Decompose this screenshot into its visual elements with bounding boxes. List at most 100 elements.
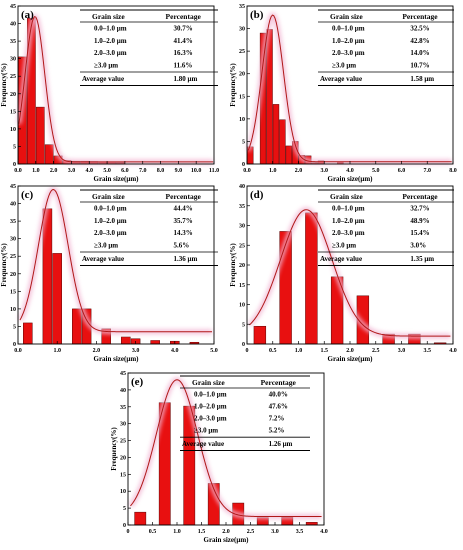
y-tick-label: 35 — [239, 204, 245, 210]
table-header: Grain size — [330, 12, 363, 21]
y-tick-label: 25 — [10, 74, 16, 80]
y-tick-label: 10 — [10, 307, 16, 313]
bar — [23, 322, 33, 345]
y-tick-label: 5 — [242, 139, 245, 145]
y-tick-label: 45 — [120, 371, 126, 377]
x-tick-label: 0 — [246, 348, 249, 354]
table-cell-size: 2.0–3.0 μm — [94, 49, 127, 57]
table-cell-size: 0.0–1.0 μm — [94, 25, 127, 33]
table-cell-size: 0.0–1.0 μm — [332, 205, 365, 213]
x-tick-label: 10.0 — [191, 168, 202, 174]
x-tick-label: 2.0 — [50, 168, 58, 174]
bar — [72, 308, 82, 345]
x-axis-label: Grain size(μm) — [328, 355, 374, 363]
table-header: Grain size — [92, 192, 125, 201]
x-tick-label: 4.0 — [320, 529, 328, 535]
table-cell-percentage: 1.26 μm — [269, 440, 293, 448]
y-tick-label: 40 — [10, 202, 16, 208]
x-tick-label: 5.0 — [210, 348, 218, 354]
stats-table: Grain size Percentage 0.0–1.0 μm 32.7% 1.0–2… — [318, 189, 454, 266]
y-tick-label: 0 — [242, 162, 245, 168]
x-tick-label: 1.0 — [295, 348, 303, 354]
chart-panel-b: 0 5 10 15 20 25 30 35 0.0 1.0 2.0 3.0 4.0 5.0 6.0 7.0 8.… — [229, 4, 457, 183]
y-tick-label: 10 — [239, 117, 245, 123]
table-cell-size: 2.0–3.0 μm — [194, 415, 227, 423]
x-tick-label: 6.0 — [121, 168, 129, 174]
x-tick-label: 4.0 — [449, 348, 457, 354]
x-tick-label: 3.0 — [132, 348, 140, 354]
panel-label: (d) — [250, 189, 264, 201]
table-cell-percentage: 30.7% — [174, 25, 193, 33]
x-tick-label: 2.0 — [346, 348, 354, 354]
table-cell-size: ≥3.0 μm — [194, 427, 218, 435]
x-tick-label: 2.0 — [93, 348, 101, 354]
table-cell-percentage: 10.7% — [410, 61, 429, 69]
table-cell-percentage: 3.0% — [410, 241, 426, 249]
x-tick-label: 4.0 — [86, 168, 94, 174]
x-tick-label: 11.0 — [209, 168, 219, 174]
y-tick-label: 30 — [239, 224, 245, 230]
table-cell-size: 1.0–2.0 μm — [332, 37, 365, 45]
table-cell-percentage: 15.4% — [410, 229, 429, 237]
table-cell-size: ≥3.0 μm — [332, 241, 356, 249]
table-cell-size: 1.0–2.0 μm — [332, 217, 365, 225]
y-tick-label: 15 — [10, 109, 16, 115]
table-cell-size: 2.0–3.0 μm — [332, 229, 365, 237]
x-tick-label: 4.0 — [171, 348, 179, 354]
x-tick-label: 1.5 — [198, 529, 206, 535]
y-tick-label: 5 — [13, 324, 16, 330]
chart-panel-d: 0 5 10 15 20 25 30 35 40 0 0.5 1.0 1.5 2.0 2.5 3.0 3.5 4.… — [229, 184, 457, 363]
panel-label: (a) — [21, 9, 34, 21]
y-tick-label: 5 — [13, 144, 16, 150]
bar — [253, 325, 267, 345]
y-tick-label: 25 — [239, 243, 245, 249]
table-cell-percentage: 32.5% — [410, 25, 429, 33]
y-tick-label: 0 — [13, 342, 16, 348]
y-tick-label: 45 — [10, 4, 16, 10]
bar — [305, 212, 318, 345]
y-tick-label: 0 — [242, 342, 245, 348]
x-tick-label: 1.0 — [173, 529, 181, 535]
x-tick-label: 5.0 — [372, 168, 380, 174]
fit-curve — [19, 189, 213, 333]
y-tick-label: 10 — [10, 127, 16, 133]
table-cell-size: 1.0–2.0 μm — [94, 217, 127, 225]
bar — [35, 106, 45, 165]
table-cell-size: Average value — [320, 255, 362, 263]
y-axis-label: Frequency(%) — [229, 63, 237, 107]
x-tick-label: 8.0 — [157, 168, 165, 174]
x-tick-label: 2.5 — [247, 529, 255, 535]
table-cell-percentage: 16.3% — [174, 49, 193, 57]
y-tick-label: 5 — [242, 322, 245, 328]
x-tick-label: 8.0 — [449, 168, 457, 174]
table-cell-percentage: 48.9% — [410, 217, 429, 225]
bar — [134, 511, 147, 526]
table-header: Percentage — [166, 12, 202, 21]
table-cell-percentage: 47.6% — [269, 403, 288, 411]
table-cell-percentage: 1.35 μm — [410, 255, 434, 263]
x-tick-label: 0.0 — [14, 168, 22, 174]
y-tick-label: 40 — [120, 388, 126, 394]
y-axis-label: Frequency(%) — [0, 63, 8, 107]
y-axis-label: Frequency(%) — [110, 427, 118, 471]
table-cell-size: Average value — [82, 75, 124, 83]
chart-panel-e: 0 5 10 15 20 25 30 35 40 45 0 0.5 1.0 1.5 2.0 2.5 3.0 3.5… — [110, 371, 328, 544]
table-cell-percentage: 42.8% — [410, 37, 429, 45]
table-cell-percentage: 1.36 μm — [174, 255, 198, 263]
table-cell-size: 1.0–2.0 μm — [194, 403, 227, 411]
bar — [272, 104, 280, 165]
table-cell-size: ≥3.0 μm — [332, 61, 356, 69]
y-tick-label: 15 — [10, 289, 16, 295]
table-cell-size: Average value — [182, 440, 224, 448]
x-tick-label: 7.0 — [424, 168, 432, 174]
y-tick-label: 30 — [120, 422, 126, 428]
chart-panel-c: 0 5 10 15 20 25 30 35 40 45 0.0 1.0 2.0 3.0 4.0 5.0 Grai… — [0, 184, 218, 363]
table-cell-percentage: 44.4% — [174, 205, 193, 213]
table-header: Grain size — [192, 378, 225, 387]
table-cell-size: 2.0–3.0 μm — [332, 49, 365, 57]
y-tick-label: 30 — [10, 237, 16, 243]
table-cell-percentage: 7.2% — [269, 415, 285, 423]
y-tick-label: 0 — [13, 162, 16, 168]
y-tick-label: 5 — [123, 506, 126, 512]
